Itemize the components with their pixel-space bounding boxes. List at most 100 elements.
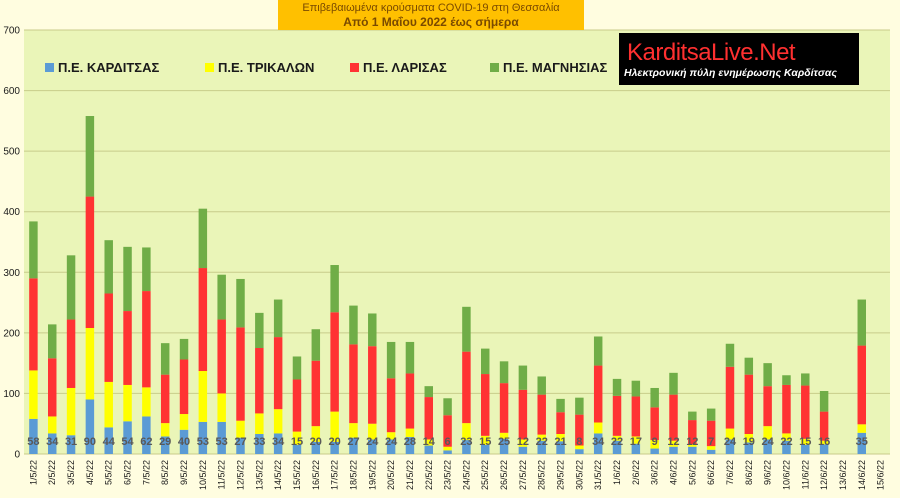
bar-segment — [857, 345, 866, 425]
bar-segment — [85, 399, 95, 454]
bar-segment — [405, 373, 415, 429]
bar-segment — [104, 427, 113, 454]
bar-segment — [744, 442, 754, 454]
bar-segment — [142, 291, 151, 388]
bar-segment — [368, 313, 377, 347]
x-tick-label: 1/5/22 — [28, 460, 38, 485]
legend-label: Π.Ε. ΛΑΡΙΣΑΣ — [363, 60, 447, 75]
bar-segment — [179, 359, 189, 415]
bar-segment — [255, 434, 264, 454]
data-label: 29 — [159, 436, 171, 448]
y-axis: 0 100 200 300 400 500 600 700 — [3, 26, 20, 461]
bar-segment — [819, 440, 829, 445]
bar-segment — [631, 380, 641, 397]
bar-segment — [160, 343, 170, 375]
bar-segment — [537, 434, 546, 441]
legend-label: Π.Ε. ΜΑΓΝΗΣΙΑΣ — [503, 60, 608, 75]
x-tick-label: 9/5/22 — [179, 460, 189, 485]
bar-segment — [160, 436, 170, 454]
x-tick-label: 12/5/22 — [236, 460, 246, 490]
bar-segment — [518, 439, 528, 447]
data-label: 15 — [799, 436, 811, 448]
data-label: 31 — [65, 436, 77, 448]
bar-segment — [669, 446, 678, 454]
bar-segment — [518, 365, 528, 390]
bar-segment — [330, 265, 339, 313]
x-tick-label: 6/5/22 — [123, 460, 133, 485]
data-labels: 58 34 31 90 44 54 62 29 40 53 53 27 33 34 15 20 20 27 24 24… — [27, 436, 868, 448]
bar-segment — [160, 374, 170, 424]
data-label: 9 — [652, 436, 658, 448]
bar-segment — [85, 196, 95, 329]
legend-swatch — [205, 63, 214, 72]
bar-segment — [556, 434, 565, 442]
x-tick-label: 3/5/22 — [66, 460, 76, 485]
bar-segment — [556, 441, 565, 454]
data-label: 8 — [576, 436, 582, 448]
x-tick-label: 13/6/22 — [838, 460, 848, 490]
bar-segment — [198, 268, 208, 372]
x-tick-label: 28/5/22 — [537, 460, 547, 490]
bar-segment — [801, 373, 810, 386]
bar-segment — [443, 415, 452, 447]
bar-segment — [142, 247, 151, 292]
data-label: 23 — [460, 436, 472, 448]
x-tick-label: 8/6/22 — [744, 460, 754, 485]
bar-segment — [537, 394, 546, 435]
x-tick-label: 17/5/22 — [330, 460, 340, 490]
bar-segment — [575, 414, 584, 446]
bar-segment — [706, 446, 716, 450]
bar-segment — [292, 379, 302, 432]
data-label: 22 — [611, 436, 623, 448]
bar-segment — [29, 278, 38, 371]
bar-segment — [104, 381, 113, 428]
bar-segment — [801, 438, 810, 445]
bar-segment — [85, 116, 95, 197]
bar-segment — [273, 337, 283, 410]
data-label: 24 — [385, 436, 398, 448]
x-tick-label: 25/5/22 — [480, 460, 490, 490]
legend-swatch — [490, 63, 499, 72]
bar-segment — [217, 319, 226, 394]
bar-segment — [744, 434, 754, 443]
x-tick-label: 27/5/22 — [518, 460, 528, 490]
bar-segment — [782, 433, 791, 441]
data-label: 35 — [856, 436, 868, 448]
bar-segment — [725, 439, 735, 454]
bar-segment — [462, 440, 471, 454]
x-tick-label: 16/5/22 — [311, 460, 321, 490]
y-tick-label: 0 — [14, 450, 20, 461]
x-tick-label: 15/6/22 — [876, 460, 886, 490]
bar-segment — [386, 432, 396, 440]
bar-segment — [66, 255, 76, 320]
x-tick-label: 26/5/22 — [499, 460, 509, 490]
data-label: 28 — [404, 436, 416, 448]
bar-segment — [349, 437, 358, 454]
bar-segment — [160, 423, 170, 437]
data-label: 12 — [667, 436, 679, 448]
bar-segment — [819, 444, 829, 454]
bar-segment — [29, 418, 38, 454]
data-label: 16 — [818, 436, 830, 448]
bar-segment — [236, 437, 245, 454]
bar-segment — [462, 306, 471, 352]
bar-segment — [481, 348, 490, 375]
bar-segment — [405, 341, 415, 374]
y-tick-label: 500 — [3, 147, 20, 158]
data-label: 53 — [216, 436, 228, 448]
bar-segment — [688, 444, 697, 447]
bar-segment — [311, 329, 321, 361]
data-label: 15 — [291, 436, 303, 448]
bar-segment — [424, 439, 433, 446]
bar-segment — [368, 346, 377, 424]
data-label: 20 — [329, 436, 341, 448]
data-label: 34 — [592, 436, 605, 448]
bar-segment — [631, 443, 641, 454]
bar-segment — [499, 438, 509, 454]
bar-segment — [424, 445, 433, 454]
bar-segment — [763, 426, 772, 440]
bar-segment — [537, 376, 546, 395]
x-tick-label: 4/5/22 — [85, 460, 95, 485]
x-tick-label: 2/6/22 — [631, 460, 641, 485]
bar-segment — [198, 421, 208, 454]
